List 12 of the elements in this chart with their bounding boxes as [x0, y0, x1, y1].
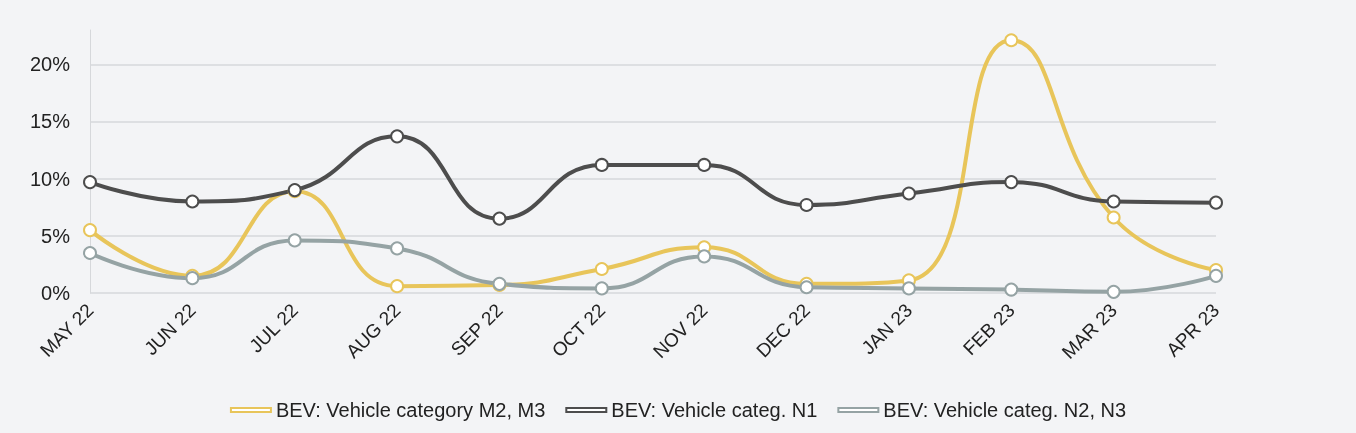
x-tick-label: SEP 22 — [446, 299, 507, 360]
x-tick-label: JAN 23 — [857, 299, 917, 359]
legend-label: BEV: Vehicle category M2, M3 — [275, 399, 546, 421]
legend-label: BEV: Vehicle categ. N2, N3 — [883, 399, 1127, 421]
y-tick-label: 15% — [29, 110, 71, 133]
x-tick-label: FEB 23 — [959, 299, 1019, 360]
y-tick-label: 0% — [41, 282, 71, 304]
y-tick-label: 10% — [29, 167, 71, 190]
y-tick-label: 5% — [41, 224, 71, 247]
y-tick-label: 20% — [29, 53, 71, 76]
legend-label: BEV: Vehicle categ. N1 — [611, 399, 818, 421]
x-tick-label: JUL 22 — [245, 299, 303, 357]
